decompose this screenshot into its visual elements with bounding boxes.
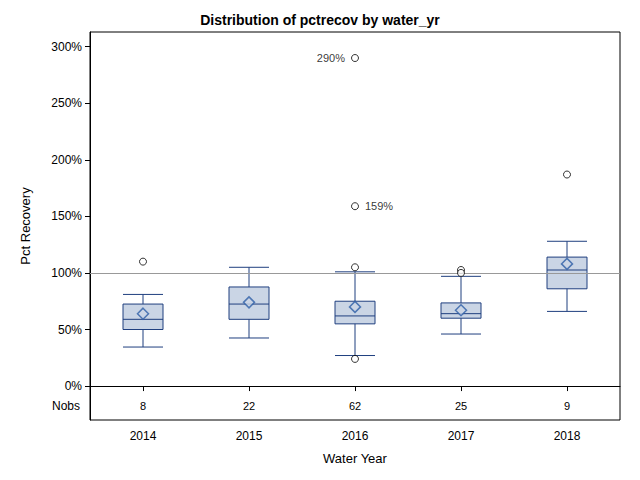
- svg-text:50%: 50%: [58, 323, 82, 337]
- svg-text:2015: 2015: [236, 429, 263, 443]
- svg-text:8: 8: [140, 400, 146, 412]
- svg-text:22: 22: [243, 400, 255, 412]
- svg-text:9: 9: [564, 400, 570, 412]
- svg-text:25: 25: [455, 400, 467, 412]
- svg-text:0%: 0%: [65, 379, 83, 393]
- svg-text:159%: 159%: [365, 200, 393, 212]
- svg-text:250%: 250%: [51, 96, 82, 110]
- svg-text:2016: 2016: [342, 429, 369, 443]
- svg-text:Water Year: Water Year: [323, 451, 388, 466]
- svg-text:2017: 2017: [448, 429, 475, 443]
- svg-text:Nobs: Nobs: [52, 399, 80, 413]
- svg-text:150%: 150%: [51, 209, 82, 223]
- svg-text:Pct Recovery: Pct Recovery: [18, 187, 33, 265]
- svg-text:100%: 100%: [51, 266, 82, 280]
- svg-text:2018: 2018: [554, 429, 581, 443]
- svg-text:290%: 290%: [317, 52, 345, 64]
- svg-text:200%: 200%: [51, 153, 82, 167]
- svg-text:2014: 2014: [130, 429, 157, 443]
- svg-text:62: 62: [349, 400, 361, 412]
- svg-text:Distribution of pctrecov by wa: Distribution of pctrecov by water_yr: [200, 12, 440, 28]
- svg-text:300%: 300%: [51, 40, 82, 54]
